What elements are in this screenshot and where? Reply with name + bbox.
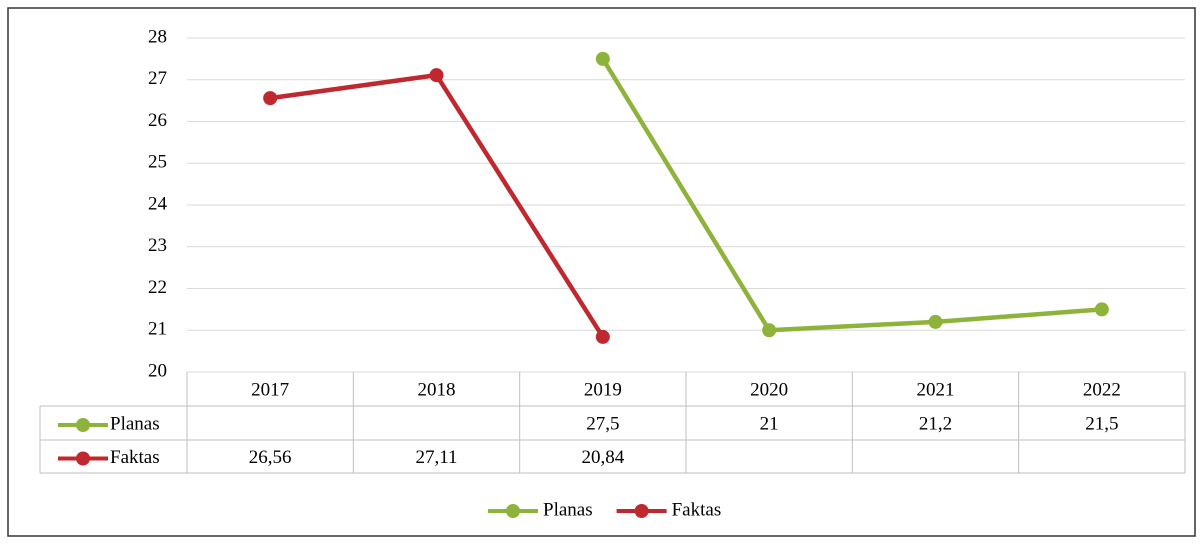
point: [762, 323, 777, 338]
legend-label: Planas: [543, 499, 593, 520]
x-tick-label: 2022: [1083, 379, 1121, 400]
legend-marker: [506, 504, 520, 518]
y-tick-label: 20: [148, 360, 167, 381]
point: [263, 91, 278, 106]
x-tick-label: 2021: [917, 379, 955, 400]
y-tick-label: 22: [148, 277, 167, 298]
x-tick-label: 2017: [251, 379, 289, 400]
point: [1094, 302, 1109, 317]
legend-marker: [76, 451, 90, 466]
table-value: 27,11: [415, 447, 457, 468]
table-series-name: Planas: [110, 413, 160, 434]
legend-label: Faktas: [672, 499, 722, 520]
table-series-name: Faktas: [110, 447, 160, 468]
legend-marker: [76, 418, 90, 432]
legend-marker: [634, 504, 649, 518]
point: [595, 329, 610, 344]
y-tick-label: 27: [148, 68, 167, 89]
table-value: 20,84: [581, 447, 624, 468]
x-tick-label: 2020: [750, 379, 788, 400]
table-value: 21: [760, 413, 779, 434]
y-tick-label: 21: [148, 319, 167, 340]
chart-border: [7, 7, 1196, 537]
point: [595, 51, 610, 66]
y-tick-label: 26: [148, 110, 167, 131]
table-value: 26,56: [249, 447, 292, 468]
x-tick-label: 2019: [584, 379, 622, 400]
table-value: 21,5: [1085, 413, 1118, 434]
table-value: 27,5: [586, 413, 619, 434]
table-value: 21,2: [919, 413, 952, 434]
x-tick-label: 2018: [418, 379, 456, 400]
point: [928, 314, 943, 329]
y-tick-label: 23: [148, 235, 167, 256]
series-line: [600, 57, 1102, 333]
y-tick-label: 24: [148, 193, 168, 214]
y-tick-label: 28: [148, 26, 167, 47]
y-tick-label: 25: [148, 152, 167, 173]
point: [429, 68, 444, 83]
